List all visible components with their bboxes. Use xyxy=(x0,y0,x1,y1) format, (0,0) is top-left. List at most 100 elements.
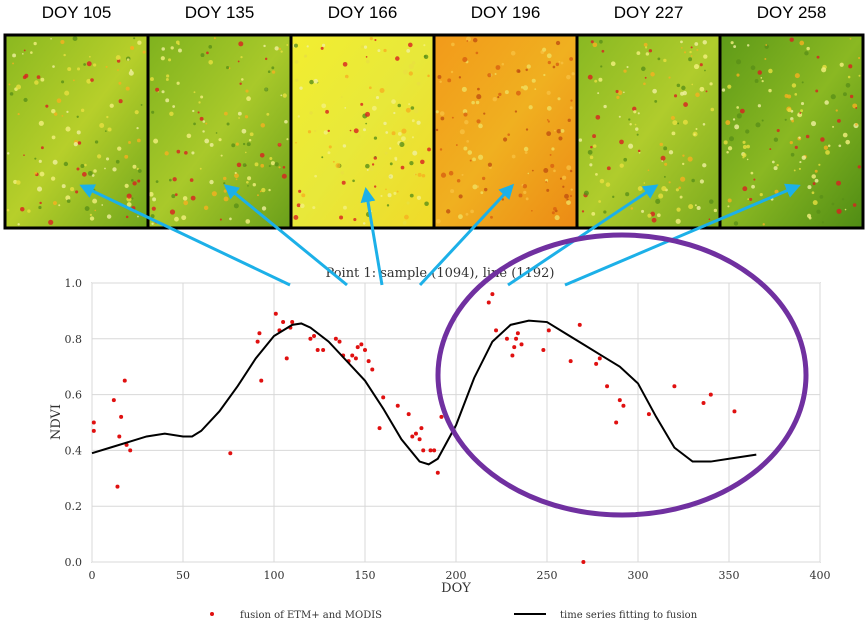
image-speck xyxy=(531,209,533,212)
image-speck xyxy=(365,59,370,64)
image-speck xyxy=(774,189,779,194)
image-speck xyxy=(835,109,838,112)
image-speck xyxy=(676,83,681,88)
image-speck xyxy=(341,180,346,185)
image-speck xyxy=(668,76,671,79)
image-speck xyxy=(63,53,66,57)
image-speck xyxy=(557,97,561,101)
image-speck xyxy=(564,193,569,199)
image-speck xyxy=(307,130,312,134)
image-speck xyxy=(451,116,454,119)
image-speck xyxy=(478,123,483,129)
image-speck xyxy=(818,163,821,166)
image-speck xyxy=(556,128,562,134)
image-speck xyxy=(587,74,593,80)
data-point xyxy=(259,378,264,383)
image-speck xyxy=(794,145,798,149)
data-point xyxy=(359,342,364,347)
image-speck xyxy=(465,212,469,216)
image-speck xyxy=(447,78,452,83)
image-speck xyxy=(466,40,469,42)
image-speck xyxy=(807,185,812,190)
data-point xyxy=(257,331,262,336)
image-speck xyxy=(48,219,54,225)
image-speck xyxy=(412,61,416,65)
image-speck xyxy=(507,133,511,136)
image-speck xyxy=(411,119,415,123)
image-speck xyxy=(776,163,779,167)
image-speck xyxy=(699,63,703,67)
image-speck xyxy=(773,137,779,142)
image-speck xyxy=(842,132,848,138)
image-speck xyxy=(638,151,641,154)
data-point xyxy=(111,398,116,403)
image-speck xyxy=(93,169,97,173)
image-speck xyxy=(726,151,729,154)
image-speck xyxy=(595,172,598,176)
image-speck xyxy=(234,173,239,179)
image-speck xyxy=(819,194,824,199)
image-speck xyxy=(590,40,594,44)
image-speck xyxy=(416,120,421,125)
data-point xyxy=(312,334,317,339)
image-speck xyxy=(368,86,372,90)
image-speck xyxy=(416,81,421,86)
image-speck xyxy=(406,201,410,205)
image-speck xyxy=(695,128,698,131)
image-speck xyxy=(600,65,603,68)
image-speck xyxy=(224,111,228,116)
image-speck xyxy=(619,139,624,145)
image-speck xyxy=(369,37,373,41)
image-speck xyxy=(117,69,119,71)
image-speck xyxy=(340,96,343,98)
image-speck xyxy=(296,203,301,208)
data-point xyxy=(428,448,433,453)
image-speck xyxy=(86,78,92,84)
image-speck xyxy=(522,85,529,91)
arrows xyxy=(79,183,801,287)
image-speck xyxy=(126,202,132,207)
image-speck xyxy=(547,60,552,65)
image-speck xyxy=(559,177,562,180)
image-speck xyxy=(832,125,835,128)
image-speck xyxy=(391,131,396,136)
image-speck xyxy=(306,45,309,48)
image-speck xyxy=(238,117,240,119)
image-speck xyxy=(791,119,795,123)
image-speck xyxy=(746,158,749,161)
image-speck xyxy=(655,198,661,204)
image-speck xyxy=(69,187,75,192)
data-point xyxy=(355,345,360,350)
image-speck xyxy=(89,216,95,221)
image-speck xyxy=(503,137,508,142)
image-speck xyxy=(599,178,605,184)
image-speck xyxy=(688,57,693,62)
image-speck xyxy=(257,194,259,197)
highlight-ellipse xyxy=(435,232,809,518)
image-speck xyxy=(391,99,396,104)
image-speck xyxy=(439,80,442,84)
image-speck xyxy=(39,171,45,177)
image-speck xyxy=(84,163,87,167)
image-speck xyxy=(56,98,62,104)
image-speck xyxy=(492,97,497,102)
image-speck xyxy=(709,82,713,86)
image-speck xyxy=(603,104,607,109)
image-speck xyxy=(199,167,202,170)
data-point xyxy=(91,428,96,433)
image-speck xyxy=(821,221,824,224)
image-speck xyxy=(234,171,237,175)
image-speck xyxy=(252,183,256,187)
data-point xyxy=(381,395,386,400)
image-speck xyxy=(811,174,816,179)
image-speck xyxy=(45,104,49,108)
image-speck xyxy=(595,115,601,120)
arrow xyxy=(360,187,384,286)
image-speck xyxy=(171,194,176,199)
image-speck xyxy=(106,214,112,219)
image-speck xyxy=(806,46,810,51)
image-speck xyxy=(494,72,497,75)
image-speck xyxy=(459,129,465,135)
image-speck xyxy=(594,79,598,83)
image-speck xyxy=(109,103,114,108)
